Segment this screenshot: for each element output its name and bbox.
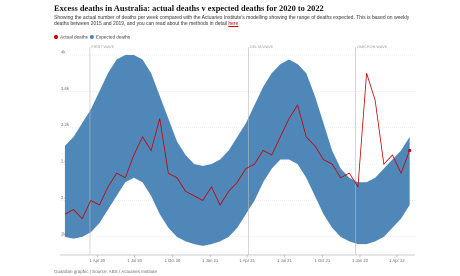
chart-subtitle: Showing the actual number of deaths per … [54,15,414,28]
subtitle-text: Showing the actual number of deaths per … [54,15,410,28]
actual-line [64,73,411,220]
y-tick-label: 3.6k [61,86,70,91]
source: Guardian graphic | Source: ABS / Actuari… [54,269,157,274]
expected-band [64,55,410,246]
annotation-label: DELTA WAVE [250,45,274,49]
actual-end-dot [408,148,412,153]
x-tick-label: 1 Jan 21 [202,258,219,263]
x-tick-label: 1 Oct 20 [165,258,181,263]
annotation-label: FIRST WAVE [91,45,114,49]
legend-label: Actual deaths [60,35,89,40]
y-tick-label: 2k [61,231,66,236]
y-tick-label: 4k [61,50,66,55]
x-tick-label: 1 Apr 20 [90,258,106,263]
chart-title: Excess deaths in Australia: actual death… [54,4,324,13]
x-tick-label: 1 Jan 22 [352,258,369,263]
x-tick-label: 1 Oct 21 [314,258,330,263]
methods-link[interactable]: here [228,21,239,28]
legend-swatch [54,35,58,39]
x-tick-label: 1 Jul 20 [127,258,142,263]
x-tick-label: 1 Jul 21 [277,258,292,263]
y-tick-label: 3.2k [61,122,70,127]
legend-swatch [89,35,94,39]
legend-label: Expected deaths [96,35,131,40]
x-tick-label: 1 Apr 22 [389,258,405,263]
x-tick-label: 1 Apr 21 [239,258,255,263]
annotation-label: OMICRON WAVE [357,45,388,49]
